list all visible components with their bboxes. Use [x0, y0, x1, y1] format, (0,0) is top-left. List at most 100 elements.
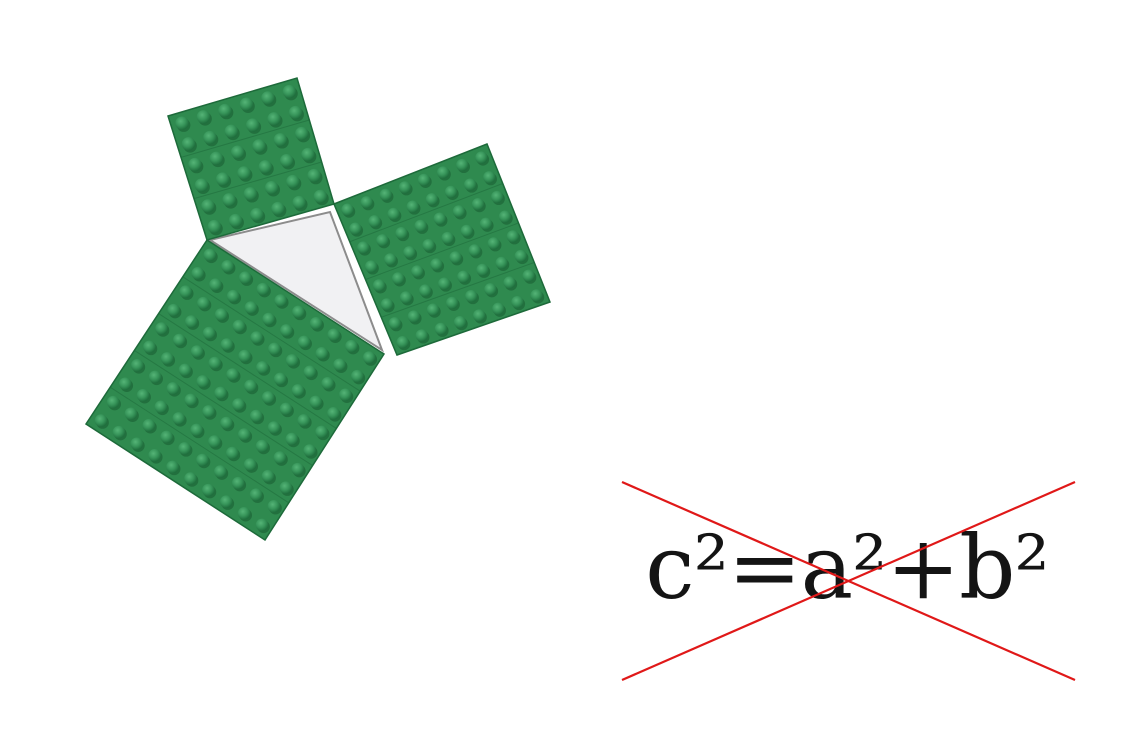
lego-stud — [225, 446, 239, 460]
lego-stud — [215, 172, 230, 186]
lego-stud — [391, 272, 405, 285]
lego-stud — [503, 276, 516, 289]
lego-stud — [364, 260, 378, 273]
lego-stud — [237, 166, 251, 180]
lego-stud — [142, 419, 156, 432]
lego-stud — [376, 234, 389, 247]
lego-stud — [303, 444, 316, 457]
lego-stud — [243, 458, 257, 471]
lego-stud — [262, 312, 275, 326]
lego-stud — [256, 361, 269, 374]
lego-stud — [279, 481, 293, 495]
lego-stud — [285, 432, 299, 446]
lego-stud — [398, 181, 412, 194]
lego-stud — [208, 435, 221, 448]
lego-stud — [396, 336, 409, 349]
lego-stud — [384, 253, 397, 266]
brick-seam — [109, 386, 290, 504]
lego-stud — [239, 97, 254, 111]
lego-stud — [201, 199, 215, 213]
lego-stud — [483, 171, 496, 184]
lego-stud — [418, 284, 432, 297]
lego-stud — [178, 442, 191, 455]
lego-stud — [414, 219, 427, 233]
brick-seam — [134, 349, 313, 467]
lego-stud — [456, 158, 469, 172]
lego-stud — [530, 289, 543, 302]
lego-stud — [387, 207, 400, 221]
lego-stud — [160, 352, 174, 365]
lego-stud — [445, 296, 459, 310]
lego-stud — [511, 295, 524, 309]
lego-stud — [309, 395, 323, 409]
lego-stud — [452, 205, 466, 218]
lego-stud — [249, 488, 263, 502]
lego-stud — [476, 263, 489, 277]
lego-stud — [360, 196, 373, 209]
lego-stud — [327, 407, 340, 420]
lego-stud — [148, 370, 162, 384]
lego-stud — [179, 285, 192, 299]
lego-stud — [238, 349, 251, 363]
lego-stud — [292, 195, 306, 210]
triangle — [207, 210, 384, 353]
lego-stud — [178, 363, 192, 377]
lego-stud — [218, 103, 232, 118]
lego-stud — [202, 326, 216, 340]
lego-stud — [379, 188, 392, 201]
lego-stud — [226, 368, 239, 381]
lego-stud — [430, 258, 443, 271]
lego-stud — [460, 224, 473, 238]
lego-stud — [434, 322, 448, 336]
lego-stud — [395, 226, 408, 240]
lego-stud — [345, 339, 358, 353]
lego-stud — [417, 173, 431, 187]
lego-stud — [514, 249, 527, 263]
lego-stud — [388, 317, 401, 330]
lego-stud — [309, 317, 323, 330]
lego-stud — [258, 160, 273, 174]
lego-stud — [184, 315, 198, 328]
lego-stud — [230, 145, 245, 159]
lego-stud — [232, 319, 246, 333]
lego-stud — [202, 405, 215, 418]
lego-stud — [279, 402, 293, 416]
lego-stud — [274, 294, 287, 307]
lego-stud — [231, 476, 245, 490]
lego-stud — [368, 215, 381, 228]
lego-stud — [228, 213, 243, 228]
lego-stud — [490, 190, 504, 204]
lego-stud — [232, 398, 245, 411]
lego-stud — [457, 270, 470, 283]
lego-stud — [415, 329, 428, 342]
medium-lego-square — [333, 143, 551, 356]
brick-seam — [365, 222, 519, 280]
lego-stud — [436, 166, 450, 179]
lego-stud — [203, 130, 217, 145]
lego-stud — [207, 219, 222, 234]
lego-stud — [255, 518, 269, 532]
lego-stud — [280, 324, 293, 337]
lego-stud — [197, 296, 210, 310]
lego-stud — [313, 189, 328, 204]
lego-stud — [196, 453, 209, 467]
lego-stud — [249, 409, 263, 423]
lego-stud — [202, 483, 215, 497]
lego-stud — [285, 354, 299, 367]
lego-stud — [172, 412, 186, 425]
lego-stud — [166, 382, 180, 395]
lego-stud — [244, 301, 258, 314]
lego-stud — [350, 369, 364, 383]
lego-stud — [268, 342, 281, 356]
lego-stud — [327, 328, 341, 342]
large-lego-square — [84, 238, 386, 542]
lego-stud — [465, 289, 478, 303]
lego-stud — [271, 201, 285, 216]
lego-stud — [301, 147, 315, 162]
lego-stud — [224, 124, 239, 139]
lego-stud — [339, 388, 352, 402]
lego-stud — [160, 430, 174, 444]
lego-stud — [372, 279, 386, 292]
lego-stud — [471, 198, 485, 211]
lego-stud — [184, 472, 197, 485]
